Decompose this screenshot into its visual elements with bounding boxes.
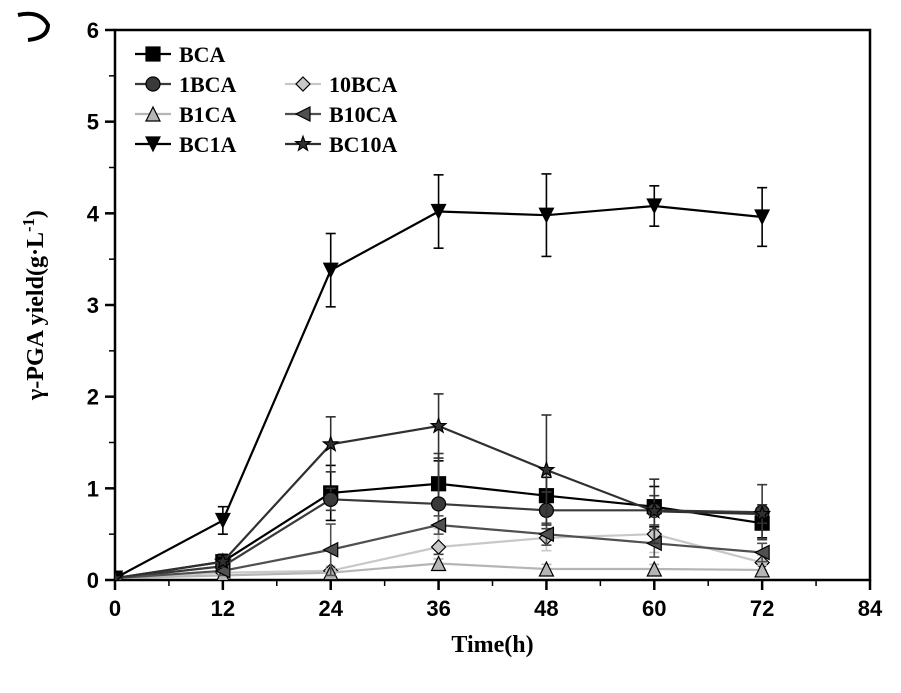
y-tick-label: 4 [87,201,100,226]
legend-label: BC10A [329,132,398,157]
x-tick-label: 84 [858,596,883,621]
y-tick-label: 0 [87,568,99,593]
chart-container: { "chart": { "type": "line", "background… [0,0,901,693]
x-tick-label: 24 [318,596,343,621]
marker-square-icon [146,47,160,61]
chart-svg: 0122436486072840123456Time(h)γ-PGA yield… [0,0,901,693]
x-tick-label: 12 [211,596,235,621]
y-tick-label: 2 [87,385,99,410]
x-tick-label: 48 [534,596,558,621]
legend-label: B1CA [179,102,237,127]
y-tick-label: 6 [87,18,99,43]
legend-label: BCA [179,42,226,67]
chart-bg [0,0,901,693]
y-axis-label: γ-PGA yield(g·L-1) [19,210,50,401]
x-tick-label: 72 [750,596,774,621]
y-tick-label: 3 [87,293,99,318]
x-tick-label: 60 [642,596,666,621]
legend-label: 1BCA [179,72,237,97]
marker-circle-icon [146,77,160,91]
legend-label: B10CA [329,102,398,127]
x-tick-label: 0 [109,596,121,621]
marker-circle-icon [432,497,446,511]
legend-label: BC1A [179,132,237,157]
y-tick-label: 5 [87,110,99,135]
legend-label: 10BCA [329,72,398,97]
y-tick-label: 1 [87,476,99,501]
marker-circle-icon [324,492,338,506]
x-axis-label: Time(h) [451,632,533,658]
x-tick-label: 36 [426,596,450,621]
